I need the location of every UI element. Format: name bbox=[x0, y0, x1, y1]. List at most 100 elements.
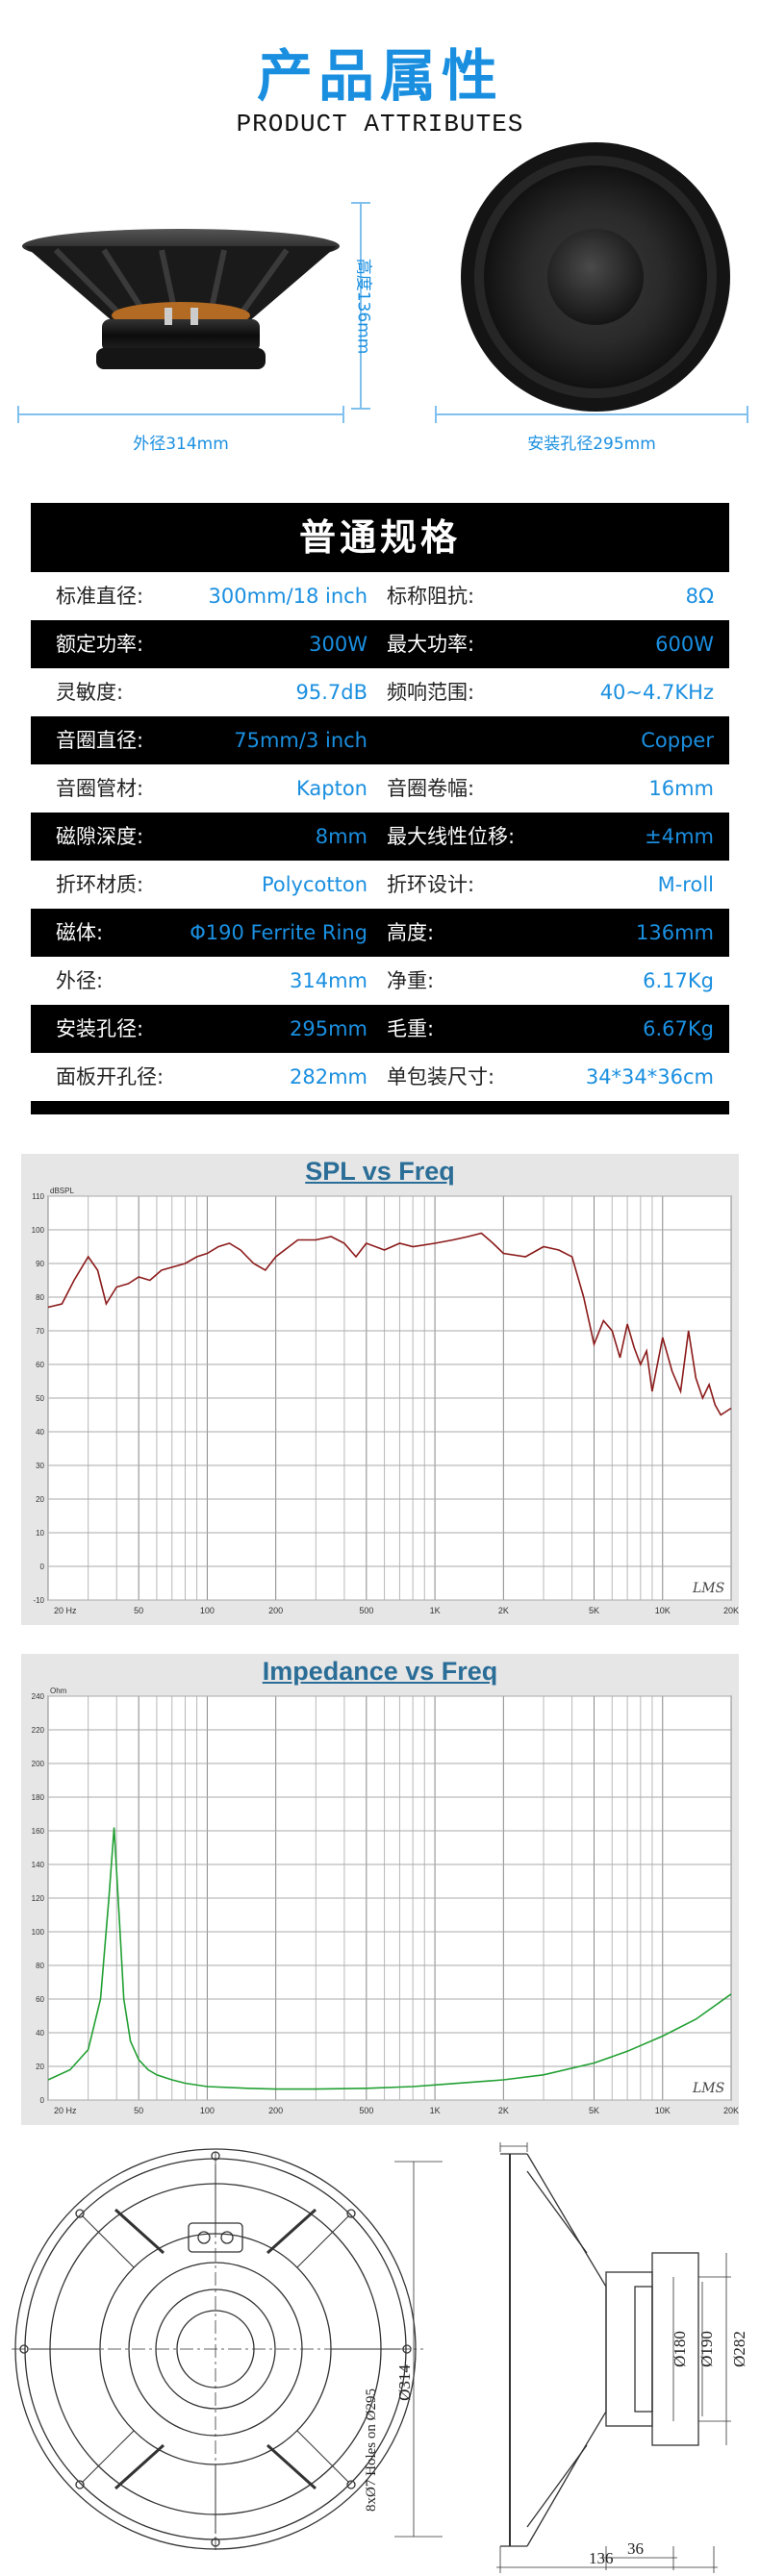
y-tick-label: 20 bbox=[36, 1495, 44, 1504]
watermark-text: LMS bbox=[692, 1581, 724, 1596]
spec-label: 频响范围: bbox=[387, 681, 475, 704]
x-tick-label: 10K bbox=[655, 2106, 671, 2115]
series-line bbox=[47, 1232, 732, 1416]
spec-row: 额定功率: 300W 最大功率: 600W bbox=[31, 620, 729, 668]
spec-row: 音圈管材: Kapton 音圈卷幅: 16mm bbox=[31, 764, 729, 813]
spec-label: 折环设计: bbox=[387, 873, 475, 896]
y-tick-label: 160 bbox=[32, 1827, 45, 1836]
drawing-dim-d314: Ø314 bbox=[395, 2364, 414, 2401]
spec-value: 136mm bbox=[636, 921, 714, 944]
x-tick-label: 50 bbox=[134, 2106, 143, 2115]
spec-value: Φ190 Ferrite Ring bbox=[190, 921, 367, 944]
height-dimension-cap-top bbox=[351, 202, 370, 204]
y-tick-label: 90 bbox=[36, 1260, 44, 1268]
y-tick-label: 100 bbox=[32, 1928, 45, 1937]
x-tick-label: 100 bbox=[200, 2106, 215, 2115]
x-tick-label: 2K bbox=[498, 1606, 509, 1615]
x-tick-label: 20K bbox=[723, 1606, 739, 1615]
watermark-text: LMS bbox=[692, 2081, 724, 2096]
drawing-holes-note: 8xØ7 Holes on Ø295 bbox=[364, 2388, 379, 2512]
y-tick-label: 220 bbox=[32, 1726, 45, 1735]
y-tick-label: 100 bbox=[32, 1226, 45, 1235]
height-dimension-label: 高度136mm bbox=[353, 258, 373, 355]
y-tick-label: 60 bbox=[36, 1361, 44, 1369]
spec-row: 磁隙深度: 8mm 最大线性位移: ±4mm bbox=[31, 813, 729, 861]
spec-value: ±4mm bbox=[645, 825, 714, 848]
spec-label: 灵敏度: bbox=[56, 681, 124, 704]
spec-label: 面板开孔径: bbox=[56, 1065, 165, 1088]
spec-value: Copper bbox=[641, 729, 714, 752]
spec-row: 标准直径: 300mm/18 inch 标称阻抗: 8Ω bbox=[31, 572, 729, 620]
spec-value: Polycotton bbox=[261, 873, 367, 896]
spec-table-bottom-bar bbox=[31, 1101, 729, 1114]
mount-hole-label: 安装孔径295mm bbox=[527, 435, 656, 454]
outer-diameter-label: 外径314mm bbox=[133, 435, 229, 454]
spec-label: 毛重: bbox=[387, 1017, 435, 1040]
y-tick-label: 0 bbox=[40, 1563, 45, 1571]
spec-value: Kapton bbox=[296, 777, 367, 800]
drawing-dim-13: 13 bbox=[514, 2142, 530, 2144]
outer-diameter-cap-left bbox=[17, 406, 19, 423]
mount-hole-cap-left bbox=[435, 406, 437, 423]
spec-label: 折环材质: bbox=[56, 873, 144, 896]
spec-label: 高度: bbox=[387, 921, 435, 944]
technical-drawing: 13 36 136 Ø180 Ø190 Ø282 Ø314 8xØ7 Holes… bbox=[12, 2142, 748, 2573]
page-subtitle: PRODUCT ATTRIBUTES bbox=[236, 110, 524, 138]
spec-row: 音圈直径: 75mm/3 inch Copper bbox=[31, 716, 729, 764]
y-tick-label: 20 bbox=[36, 2063, 44, 2071]
y-tick-label: 180 bbox=[32, 1793, 45, 1802]
spec-row: 面板开孔径: 282mm 单包装尺寸: 34*34*36cm bbox=[31, 1053, 729, 1101]
spec-value: 8mm bbox=[315, 825, 367, 848]
x-tick-label: 500 bbox=[359, 2106, 373, 2115]
spl-graph-svg: -10 0 10 20 30 40 50 60 70 80 90 100 110 20 Hz 50 100 20… bbox=[32, 1187, 739, 1615]
y-tick-label: 200 bbox=[32, 1760, 45, 1768]
spec-value: 75mm/3 inch bbox=[234, 729, 367, 752]
x-tick-label: 200 bbox=[268, 1606, 283, 1615]
spec-label: 磁体: bbox=[56, 921, 104, 944]
spec-label: 音圈直径: bbox=[56, 729, 144, 752]
outer-diameter-cap-right bbox=[342, 406, 344, 423]
spec-row: 外径: 314mm 净重: 6.17Kg bbox=[31, 957, 729, 1005]
spec-rows: 标准直径: 300mm/18 inch 标称阻抗: 8Ω 额定功率: 300W 最大功率: 6… bbox=[31, 572, 729, 1101]
spec-label: 音圈卷幅: bbox=[387, 777, 475, 800]
spec-label: 最大线性位移: bbox=[387, 825, 516, 848]
mount-hole-line bbox=[435, 413, 748, 415]
spec-value: 6.17Kg bbox=[643, 969, 714, 992]
x-tick-label: 1K bbox=[430, 1606, 441, 1615]
spec-value: 8Ω bbox=[685, 585, 714, 608]
y-tick-label: 60 bbox=[36, 1995, 44, 2004]
drawing-dim-136: 136 bbox=[589, 2549, 614, 2567]
x-tick-label: 20 Hz bbox=[54, 2106, 77, 2115]
y-tick-label: -10 bbox=[33, 1596, 44, 1605]
drawing-dim-d190: Ø190 bbox=[697, 2331, 716, 2367]
spec-row: 安装孔径: 295mm 毛重: 6.67Kg bbox=[31, 1005, 729, 1053]
mount-hole-cap-right bbox=[747, 406, 748, 423]
speaker-side-image bbox=[22, 229, 340, 369]
drawing-dim-d282: Ø282 bbox=[730, 2331, 748, 2367]
spec-value: 300W bbox=[309, 633, 367, 656]
y-tick-label: 120 bbox=[32, 1894, 45, 1903]
page-title: 产品属性 bbox=[256, 43, 503, 109]
speaker-front-image bbox=[461, 142, 730, 412]
x-tick-label: 2K bbox=[498, 2106, 509, 2115]
y-tick-label: 50 bbox=[36, 1394, 44, 1403]
impedance-graph-svg: 0 20 40 60 80 100 120 140 160 180 200 220 240 20 Hz 50… bbox=[32, 1687, 739, 2115]
x-tick-label: 500 bbox=[359, 1606, 373, 1615]
spec-value: 295mm bbox=[290, 1017, 367, 1040]
y-tick-label: 80 bbox=[36, 1962, 44, 1970]
spec-row: 折环材质: Polycotton 折环设计: M-roll bbox=[31, 861, 729, 909]
x-tick-label: 10K bbox=[655, 1606, 671, 1615]
x-tick-label: 20K bbox=[723, 2106, 739, 2115]
spec-label: 标称阻抗: bbox=[387, 585, 475, 608]
drawing-dim-36: 36 bbox=[627, 2539, 644, 2558]
y-tick-label: 110 bbox=[32, 1192, 44, 1201]
y-axis-label: Ohm bbox=[50, 1687, 67, 1695]
x-tick-label: 5K bbox=[589, 2106, 599, 2115]
y-tick-label: 30 bbox=[36, 1462, 44, 1470]
spec-value: 40~4.7KHz bbox=[599, 681, 714, 704]
spec-label: 净重: bbox=[387, 969, 435, 992]
spec-value: 6.67Kg bbox=[643, 1017, 714, 1040]
outer-diameter-line bbox=[17, 413, 344, 415]
x-tick-label: 20 Hz bbox=[54, 1606, 77, 1615]
spec-value: 300mm/18 inch bbox=[208, 585, 367, 608]
